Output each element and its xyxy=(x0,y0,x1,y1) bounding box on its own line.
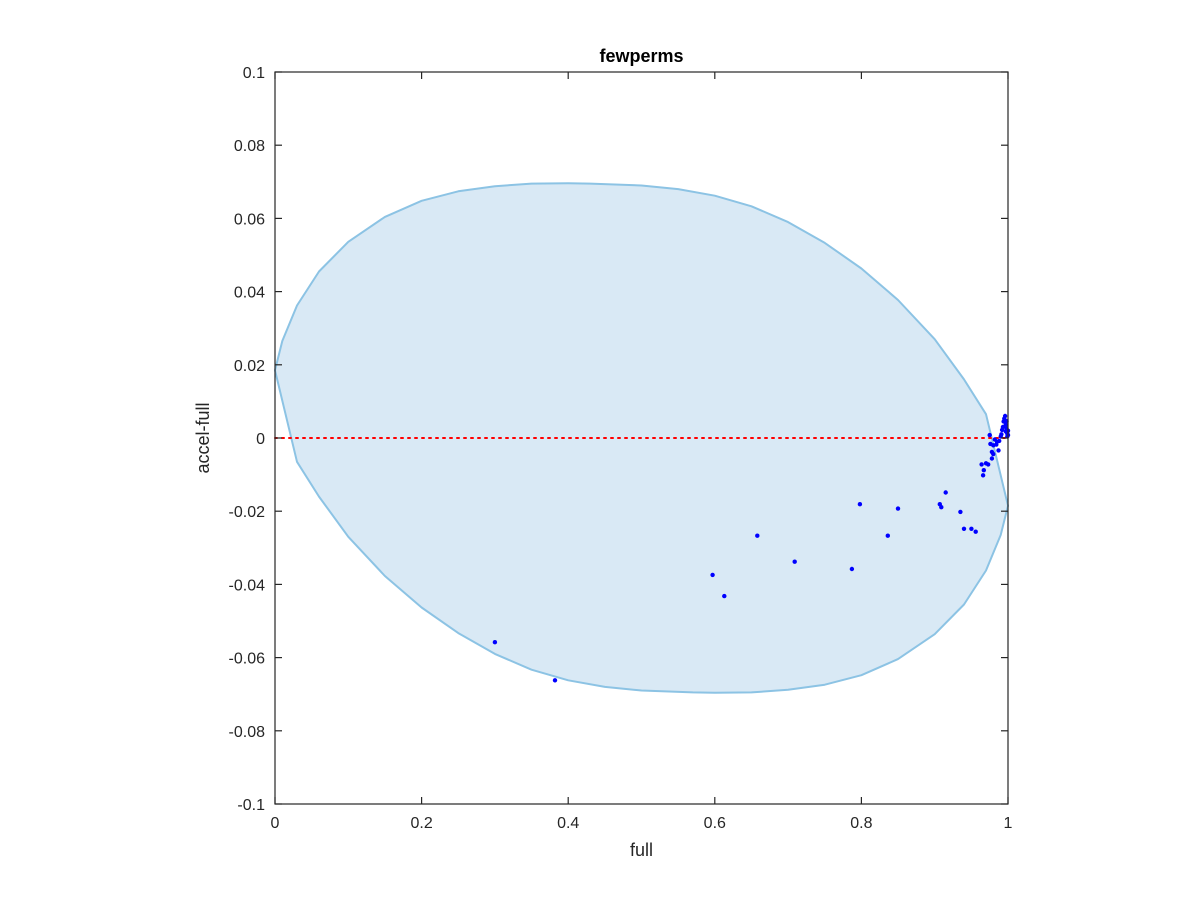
data-point xyxy=(997,438,1002,444)
y-tick-label: -0.04 xyxy=(229,577,266,594)
data-point xyxy=(943,490,948,495)
x-tick-label: 0.2 xyxy=(410,815,432,832)
x-tick-label: 0.6 xyxy=(704,815,726,832)
data-point xyxy=(939,505,944,510)
data-point xyxy=(989,456,995,461)
data-point xyxy=(710,572,715,578)
data-point xyxy=(979,462,984,467)
data-point xyxy=(986,462,991,467)
y-tick-label: 0.1 xyxy=(243,65,265,82)
y-tick-label: 0.02 xyxy=(234,358,265,375)
x-tick-label: 0.8 xyxy=(850,815,872,832)
data-point xyxy=(552,678,558,683)
data-point xyxy=(1003,422,1008,427)
y-tick-label: 0.08 xyxy=(234,138,265,155)
y-tick-label: 0.04 xyxy=(234,285,265,302)
data-point xyxy=(1002,413,1008,419)
data-point xyxy=(981,468,986,473)
data-point xyxy=(969,526,974,531)
x-tick-label: 0.4 xyxy=(557,815,579,832)
data-point xyxy=(973,529,978,534)
data-point xyxy=(895,506,901,511)
data-point xyxy=(792,559,797,564)
data-point xyxy=(999,432,1004,437)
data-point xyxy=(996,448,1001,453)
data-point xyxy=(885,533,890,538)
y-tick-label: 0 xyxy=(256,431,265,448)
data-point xyxy=(755,533,760,538)
y-axis-label: accel-full xyxy=(193,402,213,473)
data-point xyxy=(857,502,863,507)
data-point xyxy=(980,473,986,478)
x-tick-label: 0 xyxy=(271,815,280,832)
data-point xyxy=(958,509,963,515)
y-tick-label: 0.06 xyxy=(234,211,265,228)
y-tick-label: -0.1 xyxy=(237,797,265,814)
data-point xyxy=(492,640,498,645)
chart-title: fewperms xyxy=(599,46,683,66)
axes-layer: 0 0.2 0.4 0.6 0.8 1 -0.1 -0.08 -0.06 -0.04 -0.02 0 0… xyxy=(229,65,1013,832)
data-point xyxy=(991,451,996,457)
x-tick-label: 1 xyxy=(1004,815,1013,832)
data-point xyxy=(961,526,967,531)
data-point xyxy=(987,432,992,438)
y-tick-label: -0.02 xyxy=(229,504,266,521)
x-axis-label: full xyxy=(630,840,653,860)
y-tick-label: -0.08 xyxy=(229,724,266,741)
data-point xyxy=(849,566,855,572)
data-point xyxy=(722,593,727,599)
y-tick-label: -0.06 xyxy=(229,651,266,668)
